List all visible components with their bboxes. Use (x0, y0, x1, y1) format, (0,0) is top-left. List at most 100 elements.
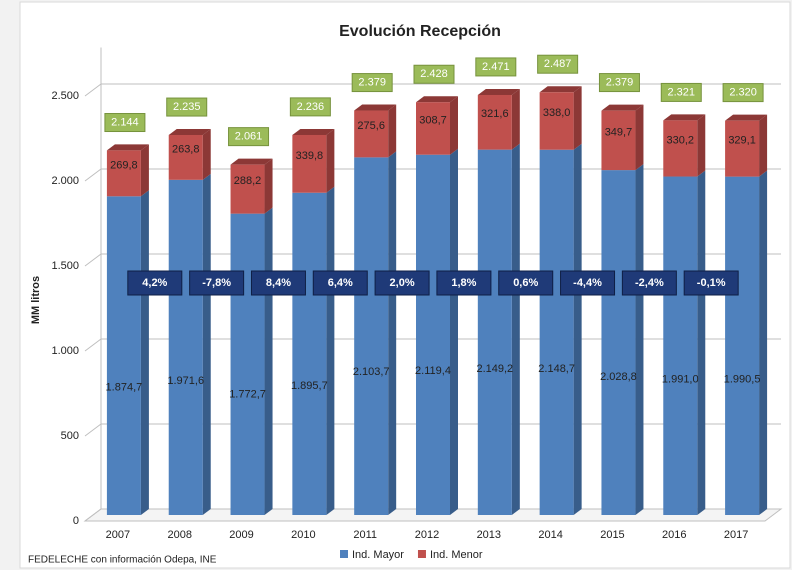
total-label: 2.471 (482, 61, 510, 73)
bar-side (140, 144, 149, 197)
x-tick-label: 2008 (167, 529, 191, 541)
bar-top (477, 88, 520, 95)
growth-box (374, 270, 430, 296)
bar-side (573, 86, 582, 150)
growth-label: 0,6% (513, 277, 538, 289)
bar-side (202, 173, 211, 515)
y-axis-label: MM litros (30, 276, 42, 324)
growth-label: -0,1% (697, 277, 726, 289)
bar-side (450, 148, 458, 515)
bar-segment (725, 176, 760, 516)
growth-box (683, 270, 739, 296)
data-label: 1.772,7 (229, 388, 266, 400)
legend-swatch (417, 550, 426, 558)
bar-side (511, 88, 520, 150)
x-tick-label: 2014 (538, 529, 562, 541)
total-box (413, 64, 455, 84)
x-tick-label: 2012 (415, 529, 439, 541)
x-tick-label: 2017 (724, 529, 748, 541)
bar-segment (477, 149, 512, 516)
bar-side (326, 186, 335, 515)
bar-segment (663, 176, 698, 515)
legend-label: Ind. Mayor (352, 549, 404, 561)
bar-segment (416, 102, 450, 155)
bar-segment (663, 120, 698, 177)
x-tick-label: 2013 (477, 529, 501, 541)
growth-box (250, 270, 306, 296)
growth-box (436, 270, 492, 296)
bar-segment (539, 149, 574, 515)
data-label: 1.971,6 (167, 375, 204, 387)
data-label: 269,8 (110, 159, 138, 171)
total-label: 2.321 (668, 86, 696, 98)
bar-side (635, 164, 644, 515)
bar-side (697, 114, 706, 177)
bar-side (511, 143, 520, 516)
x-tick-label: 2011 (353, 529, 377, 541)
growth-box (621, 270, 677, 296)
growth-label: 6,4% (328, 277, 353, 289)
data-label: 2.148,7 (538, 363, 575, 375)
y-tick-label: 500 (61, 430, 79, 442)
bar-top (106, 144, 149, 151)
bar-segment (354, 157, 389, 515)
data-label: 1.990,5 (724, 374, 761, 386)
total-box (722, 83, 764, 103)
total-label: 2.236 (297, 101, 325, 113)
legend-swatch (340, 550, 348, 558)
bar-top (725, 114, 768, 121)
total-box (228, 127, 270, 147)
bar-side (635, 104, 644, 171)
bar-segment (292, 134, 327, 193)
bar-segment (601, 170, 636, 515)
total-box (289, 97, 331, 117)
total-box (537, 54, 579, 74)
total-box (166, 97, 208, 117)
growth-box (312, 270, 368, 296)
bar-segment (601, 110, 636, 171)
data-label: 308,7 (419, 114, 447, 126)
data-label: 1.991,0 (662, 374, 699, 386)
x-tick-label: 2009 (229, 529, 253, 541)
growth-box (498, 270, 554, 296)
data-label: 330,2 (667, 134, 695, 146)
total-box (104, 113, 146, 133)
data-label: 2.103,7 (353, 366, 390, 378)
x-tick-label: 2007 (106, 529, 130, 541)
growth-label: 1,8% (451, 277, 476, 289)
bar-segment (416, 154, 450, 515)
bar-segment (725, 120, 760, 177)
y-tick-label: 0 (73, 515, 79, 527)
data-label: 321,6 (481, 108, 509, 120)
bar-segment (477, 94, 512, 150)
total-label: 2.235 (173, 101, 201, 113)
total-label: 2.379 (606, 76, 634, 88)
bar-top (416, 96, 458, 103)
bar-segment (230, 164, 265, 214)
growth-label: -2,4% (635, 277, 664, 289)
grid-line (84, 83, 781, 97)
source-note: FEDELECHE con información Odepa, INE (28, 555, 217, 566)
total-box (351, 73, 393, 93)
y-tick-label: 2.000 (51, 175, 79, 187)
legend-label: Ind. Menor (430, 549, 483, 561)
bar-top (663, 114, 706, 121)
total-box (475, 57, 517, 77)
x-tick-label: 2015 (600, 529, 624, 541)
bar-side (759, 114, 768, 177)
growth-label: 2,0% (390, 277, 415, 289)
total-box (598, 73, 640, 93)
total-label: 2.320 (729, 87, 757, 99)
y-tick-label: 2.500 (51, 90, 79, 102)
bar-side (326, 128, 335, 193)
bar-side (264, 207, 273, 516)
bar-top (292, 128, 335, 135)
y-tick-label: 1.500 (51, 260, 79, 272)
bar-side (388, 151, 397, 515)
growth-label: -4,4% (573, 277, 602, 289)
total-label: 2.061 (235, 131, 263, 143)
bar-segment (168, 179, 203, 515)
bar-segment (106, 196, 141, 515)
bar-segment (168, 134, 203, 180)
